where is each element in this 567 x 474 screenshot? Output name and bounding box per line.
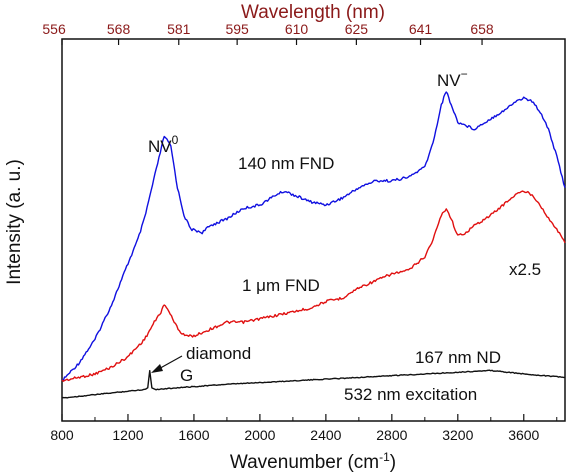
top-tick-label: 556 [42, 21, 66, 37]
series-line [61, 91, 566, 382]
top-tick-label: 581 [167, 21, 191, 37]
x-axis-title: Wavenumber (cm-1) [230, 450, 396, 473]
top-tick-label: 595 [225, 21, 249, 37]
fnd-1um-label: 1 μm FND [242, 276, 320, 295]
excitation-label: 532 nm excitation [344, 385, 477, 404]
x-axis-title-sup: -1 [379, 450, 390, 464]
top-axis-title: Wavelength (nm) [241, 2, 385, 23]
scale-factor-label: x2.5 [509, 260, 541, 279]
g-band-label: G [180, 366, 193, 385]
nv0-label-base: NV [148, 137, 172, 156]
top-x-axis: 556 568 581 595 610 625 641 658 [42, 21, 494, 45]
top-tick-label: 658 [470, 21, 494, 37]
series-layer [61, 91, 566, 399]
x-tick-label: 800 [50, 427, 74, 443]
x-tick-label: 1200 [112, 427, 143, 443]
y-axis-title: Intensity (a. u.) [4, 159, 25, 285]
x-tick-label: 3200 [442, 427, 473, 443]
nv0-label: NV0 [148, 133, 179, 156]
diamond-label: diamond [186, 344, 251, 363]
nv-minus-label: NV− [437, 67, 468, 90]
series-line [61, 190, 566, 382]
x-axis-title-close: ) [390, 452, 396, 473]
plot-frame [61, 38, 566, 422]
nv-minus-label-base: NV [437, 71, 461, 90]
top-tick-label: 568 [107, 21, 131, 37]
fnd-140-label: 140 nm FND [238, 154, 334, 173]
x-tick-label: 2400 [310, 427, 341, 443]
series-line [61, 369, 566, 399]
x-tick-label: 2800 [376, 427, 407, 443]
top-tick-label: 641 [409, 21, 433, 37]
top-tick-label: 610 [285, 21, 309, 37]
nv-minus-label-sup: − [461, 67, 468, 81]
x-tick-label: 3600 [508, 427, 539, 443]
bottom-x-axis: 800 1200 1600 2000 2400 2800 3200 3600 [50, 414, 558, 443]
nv0-label-sup: 0 [172, 133, 179, 147]
diamond-arrow-head [151, 364, 163, 373]
x-tick-label: 2000 [244, 427, 275, 443]
nd-167-label: 167 nm ND [415, 348, 501, 367]
top-tick-label: 625 [345, 21, 369, 37]
x-tick-label: 1600 [178, 427, 209, 443]
x-axis-title-main: Wavenumber (cm [230, 452, 379, 473]
